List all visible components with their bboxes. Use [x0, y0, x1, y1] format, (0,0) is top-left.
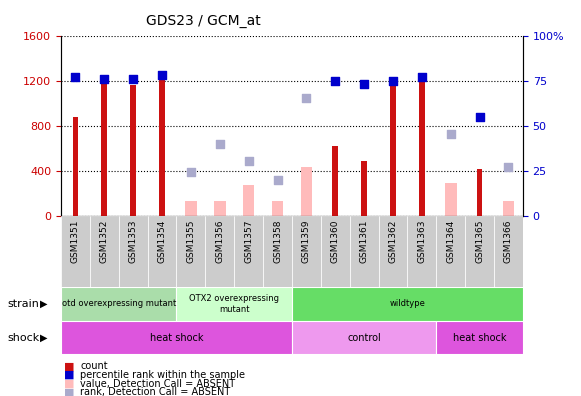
Bar [436, 216, 465, 287]
Text: control: control [347, 333, 381, 343]
Bar [419, 74, 425, 216]
Text: ■: ■ [64, 361, 74, 371]
Point [417, 74, 426, 80]
Bar [61, 287, 177, 321]
Bar [272, 201, 284, 216]
Text: heat shock: heat shock [453, 333, 507, 343]
Bar [61, 216, 90, 287]
Bar [436, 321, 523, 354]
Text: GSM1361: GSM1361 [360, 219, 368, 263]
Bar [361, 161, 367, 216]
Point [360, 81, 369, 88]
Point [157, 72, 167, 78]
Point [71, 74, 80, 80]
Bar [321, 216, 350, 287]
Bar [300, 168, 312, 216]
Point [504, 164, 513, 171]
Bar [292, 216, 321, 287]
Text: heat shock: heat shock [150, 333, 203, 343]
Bar [130, 85, 136, 216]
Bar [177, 216, 205, 287]
Point [388, 78, 397, 84]
Text: GSM1354: GSM1354 [157, 219, 167, 263]
Point [215, 141, 224, 147]
Text: GSM1351: GSM1351 [71, 219, 80, 263]
Text: ▶: ▶ [40, 299, 47, 309]
Bar [205, 216, 234, 287]
Point [244, 158, 253, 164]
Bar [263, 216, 292, 287]
Bar [214, 201, 225, 216]
Bar [292, 321, 436, 354]
Bar [102, 82, 107, 216]
Point [302, 94, 311, 101]
Bar [445, 183, 457, 216]
Bar [477, 169, 482, 216]
Text: GSM1363: GSM1363 [417, 219, 426, 263]
Text: ■: ■ [64, 370, 74, 380]
Text: GSM1353: GSM1353 [128, 219, 138, 263]
Bar [61, 321, 292, 354]
Text: ▶: ▶ [40, 333, 47, 343]
Text: GSM1357: GSM1357 [244, 219, 253, 263]
Bar [390, 83, 396, 216]
Text: value, Detection Call = ABSENT: value, Detection Call = ABSENT [80, 379, 235, 389]
Bar [243, 185, 254, 216]
Bar [148, 216, 177, 287]
Bar [503, 201, 514, 216]
Bar [292, 287, 523, 321]
Text: rank, Detection Call = ABSENT: rank, Detection Call = ABSENT [80, 387, 231, 396]
Bar [177, 287, 292, 321]
Text: count: count [80, 361, 108, 371]
Text: ■: ■ [64, 387, 74, 396]
Text: ■: ■ [64, 379, 74, 389]
Text: GDS23 / GCM_at: GDS23 / GCM_at [146, 14, 261, 28]
Text: GSM1364: GSM1364 [446, 219, 456, 263]
Point [475, 114, 484, 120]
Bar [332, 146, 338, 216]
Point [100, 76, 109, 82]
Point [128, 76, 138, 82]
Text: strain: strain [8, 299, 40, 309]
Text: GSM1365: GSM1365 [475, 219, 484, 263]
Bar [73, 117, 78, 216]
Text: GSM1359: GSM1359 [302, 219, 311, 263]
Bar [119, 216, 148, 287]
Point [273, 177, 282, 183]
Bar [159, 76, 165, 216]
Bar [379, 216, 407, 287]
Bar [185, 201, 197, 216]
Text: shock: shock [8, 333, 40, 343]
Text: GSM1366: GSM1366 [504, 219, 513, 263]
Text: otd overexpressing mutant: otd overexpressing mutant [62, 299, 176, 308]
Bar [234, 216, 263, 287]
Text: OTX2 overexpressing
mutant: OTX2 overexpressing mutant [189, 294, 279, 314]
Text: GSM1356: GSM1356 [216, 219, 224, 263]
Bar [350, 216, 379, 287]
Text: GSM1358: GSM1358 [273, 219, 282, 263]
Bar [407, 216, 436, 287]
Point [187, 169, 196, 175]
Bar [90, 216, 119, 287]
Text: percentile rank within the sample: percentile rank within the sample [80, 370, 245, 380]
Text: GSM1360: GSM1360 [331, 219, 340, 263]
Point [331, 78, 340, 84]
Text: GSM1362: GSM1362 [389, 219, 397, 263]
Text: GSM1355: GSM1355 [187, 219, 195, 263]
Point [446, 130, 456, 137]
Bar [494, 216, 523, 287]
Bar [465, 216, 494, 287]
Text: GSM1352: GSM1352 [100, 219, 109, 263]
Text: wildtype: wildtype [389, 299, 425, 308]
